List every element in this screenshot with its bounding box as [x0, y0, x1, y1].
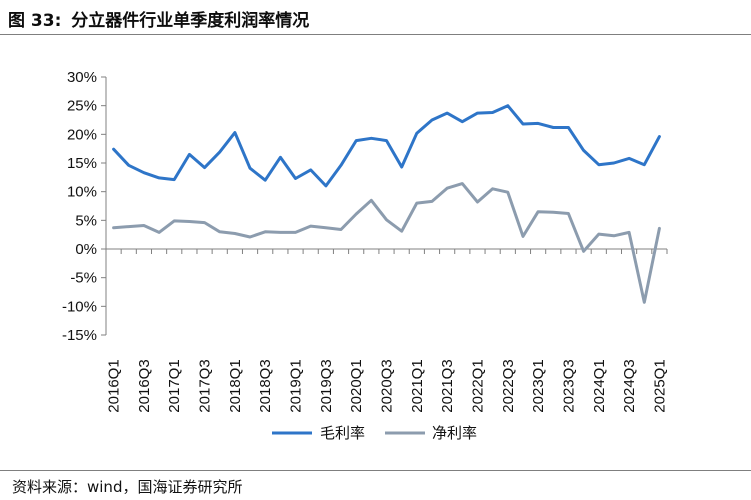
source-note: 资料来源：wind，国海证券研究所: [12, 478, 243, 496]
legend-label: 净利率: [432, 424, 477, 442]
x-tick-label: 2022Q1: [469, 359, 486, 412]
y-tick-label: 10%: [67, 184, 97, 201]
chart-series: [112, 104, 661, 304]
y-tick-label: 5%: [75, 212, 97, 229]
series-line-gross-margin: [112, 104, 661, 188]
y-tick-label: 30%: [67, 69, 97, 86]
x-tick-label: 2023Q3: [560, 359, 577, 412]
x-tick-label: 2016Q3: [136, 359, 153, 412]
x-tick-label: 2018Q3: [257, 359, 274, 412]
x-tick-label: 2020Q3: [379, 359, 396, 412]
x-tick-label: 2024Q3: [621, 359, 638, 412]
x-tick-label: 2019Q1: [288, 359, 305, 412]
y-tick-label: -5%: [70, 270, 97, 287]
x-tick-label: 2017Q1: [166, 359, 183, 412]
x-tick-label: 2016Q1: [106, 359, 123, 412]
x-tick-label: 2024Q1: [591, 359, 608, 412]
chart-axes: 30% 25% 20% 15% 10% 5% 0% -5% -10% -15% 2016Q1 2016…: [62, 69, 668, 413]
x-tick-label: 2018Q1: [227, 359, 244, 412]
x-tick-label: 2025Q1: [651, 359, 668, 412]
y-tick-label: -10%: [62, 298, 97, 315]
figure-title-text: 分立器件行业单季度利润率情况: [71, 11, 310, 31]
figure-title: 图 33: 分立器件行业单季度利润率情况: [8, 6, 309, 31]
figure-number: 图 33:: [8, 11, 62, 31]
bottom-divider: [0, 470, 751, 471]
y-tick-label: 15%: [67, 155, 97, 172]
x-tick-label: 2020Q1: [348, 359, 365, 412]
top-divider: [0, 34, 751, 35]
y-tick-label: 25%: [67, 98, 97, 115]
y-tick-label: 0%: [75, 241, 97, 258]
legend-label: 毛利率: [320, 424, 365, 442]
x-tick-label: 2022Q3: [500, 359, 517, 412]
x-tick-label: 2023Q1: [530, 359, 547, 412]
x-tick-label: 2021Q3: [439, 359, 456, 412]
profit-margin-line-chart: 30% 25% 20% 15% 10% 5% 0% -5% -10% -15% 2016Q1 2016…: [62, 69, 668, 442]
x-tick-label: 2019Q3: [318, 359, 335, 412]
series-line-net-margin: [112, 182, 661, 304]
x-tick-label: 2021Q1: [409, 359, 426, 412]
chart-legend: 毛利率 净利率: [272, 424, 477, 442]
y-tick-label: 20%: [67, 126, 97, 143]
x-tick-label: 2017Q3: [197, 359, 214, 412]
y-tick-label: -15%: [62, 327, 97, 344]
